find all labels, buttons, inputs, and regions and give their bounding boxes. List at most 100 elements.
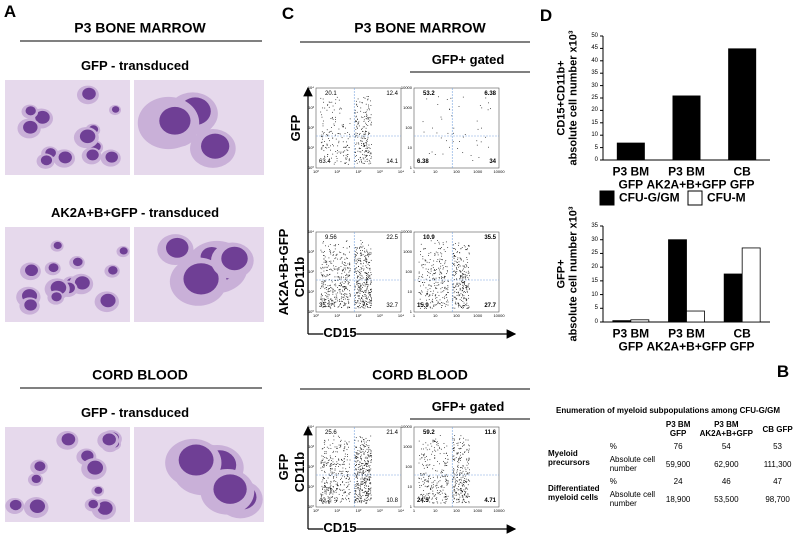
event-dot	[357, 472, 359, 474]
event-dot	[463, 498, 464, 500]
event-dot	[364, 485, 365, 487]
event-dot	[369, 100, 371, 102]
event-dot	[330, 307, 332, 309]
event-dot	[341, 270, 343, 272]
event-dot	[362, 126, 364, 128]
event-dot	[466, 482, 467, 483]
event-dot	[361, 145, 362, 146]
event-dot	[456, 294, 458, 296]
event-dot	[335, 268, 337, 270]
event-dot	[468, 448, 470, 450]
event-dot	[330, 130, 332, 132]
event-dot	[461, 290, 463, 292]
event-dot	[337, 272, 339, 274]
event-dot	[321, 134, 323, 136]
event-dot	[333, 267, 335, 269]
event-dot	[339, 285, 341, 286]
event-dot	[440, 472, 442, 474]
event-dot	[366, 493, 368, 495]
event-dot	[369, 254, 370, 256]
event-dot	[365, 150, 367, 151]
event-dot	[438, 295, 440, 297]
event-dot	[458, 486, 459, 488]
table-cell: Absolute cell number	[609, 455, 656, 473]
event-dot	[456, 453, 458, 455]
event-dot	[367, 488, 369, 489]
x-tick-label: 10⁰	[312, 507, 320, 513]
event-dot	[359, 161, 360, 163]
event-dot	[456, 443, 458, 444]
event-dot	[461, 482, 463, 484]
event-dot	[366, 261, 368, 263]
event-dot	[460, 258, 462, 260]
event-dot	[341, 300, 342, 302]
event-dot	[453, 498, 455, 500]
event-dot	[366, 475, 368, 477]
event-dot	[321, 251, 323, 253]
event-dot	[323, 465, 325, 466]
nucleus	[25, 264, 38, 277]
nucleus	[82, 87, 96, 100]
event-dot	[359, 450, 361, 452]
event-dot	[325, 493, 327, 495]
event-dot	[357, 306, 359, 307]
event-dot	[466, 307, 468, 309]
event-dot	[320, 495, 322, 497]
event-dot	[423, 496, 425, 498]
event-dot	[358, 488, 360, 490]
event-dot	[355, 286, 356, 288]
event-dot	[361, 481, 363, 483]
event-dot	[464, 494, 466, 496]
event-dot	[354, 257, 356, 259]
event-dot	[366, 280, 367, 282]
event-dot	[354, 500, 356, 501]
event-dot	[334, 298, 336, 300]
event-dot	[444, 263, 446, 265]
event-dot	[461, 300, 463, 301]
event-dot	[334, 500, 336, 502]
event-dot	[366, 272, 368, 274]
event-dot	[440, 259, 442, 261]
event-dot	[348, 159, 350, 161]
event-dot	[439, 303, 441, 305]
event-dot	[466, 287, 467, 289]
event-dot	[463, 480, 464, 482]
event-dot	[366, 458, 368, 459]
event-dot	[458, 462, 460, 464]
event-dot	[367, 478, 369, 480]
event-dot	[348, 271, 350, 273]
event-dot	[467, 439, 469, 441]
event-dot	[328, 106, 330, 108]
event-dot	[323, 283, 324, 285]
event-dot	[455, 494, 457, 496]
event-dot	[336, 461, 338, 463]
event-dot	[349, 246, 350, 247]
quadrant-percent: 34	[489, 158, 496, 165]
event-dot	[463, 482, 464, 483]
event-dot	[457, 461, 459, 463]
event-dot	[355, 254, 357, 256]
event-dot	[463, 271, 465, 272]
y-tick-label: 10	[591, 291, 598, 298]
event-dot	[433, 270, 435, 271]
event-dot	[437, 282, 439, 284]
event-dot	[349, 295, 351, 296]
event-dot	[443, 460, 444, 462]
event-dot	[368, 256, 369, 258]
event-dot	[364, 302, 366, 304]
event-dot	[462, 282, 463, 284]
event-dot	[366, 280, 368, 282]
table-row: Absolute cell number 59,900 62,900 111,300	[545, 453, 797, 475]
event-dot	[436, 304, 438, 306]
event-dot	[334, 469, 336, 471]
event-dot	[363, 440, 365, 442]
event-dot	[358, 484, 360, 486]
event-dot	[335, 489, 337, 491]
table-header: P3 BM GFP	[665, 420, 691, 438]
event-dot	[456, 452, 458, 454]
event-dot	[332, 496, 333, 498]
event-dot	[357, 456, 358, 458]
section-title: P3 BONE MARROW	[354, 19, 486, 36]
event-dot	[465, 488, 467, 489]
event-dot	[338, 151, 340, 153]
